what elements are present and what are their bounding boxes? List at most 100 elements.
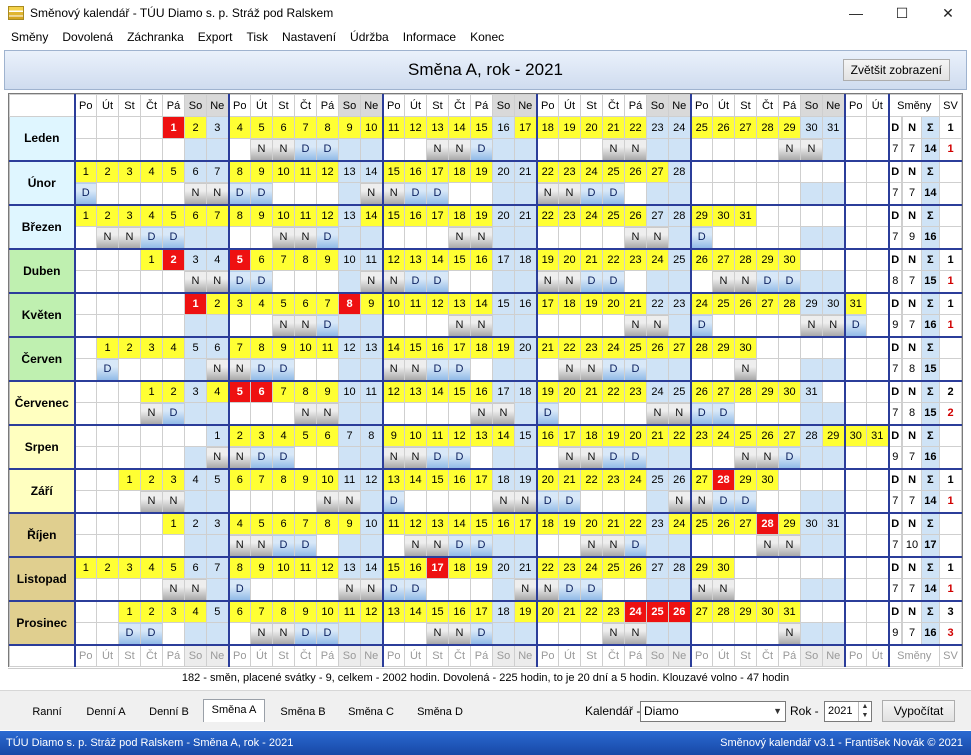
shift-cell[interactable]: N [646, 314, 669, 337]
day-cell[interactable]: 6 [250, 379, 273, 403]
day-cell[interactable]: 7 [272, 379, 295, 403]
shift-cell[interactable]: D [272, 358, 295, 381]
shift-cell[interactable] [778, 358, 801, 381]
day-cell[interactable]: 12 [426, 291, 449, 315]
shift-cell[interactable] [734, 534, 757, 557]
day-cell[interactable]: 4 [250, 291, 273, 315]
shift-cell[interactable]: N [272, 314, 295, 337]
shift-cell[interactable] [800, 402, 823, 425]
day-cell[interactable]: 24 [580, 159, 603, 183]
shift-cell[interactable] [96, 446, 119, 469]
shift-cell[interactable] [602, 402, 625, 425]
day-cell[interactable]: 26 [646, 335, 669, 359]
day-cell[interactable]: 5 [162, 555, 185, 579]
shift-cell[interactable]: N [558, 270, 581, 293]
shift-cell[interactable] [535, 446, 559, 469]
shift-cell[interactable] [162, 270, 185, 293]
day-cell[interactable]: 2 [184, 116, 207, 139]
day-cell[interactable]: 27 [646, 555, 669, 579]
shift-cell[interactable]: D [689, 226, 713, 249]
day-cell[interactable]: 28 [689, 335, 713, 359]
day-cell[interactable]: 20 [580, 116, 603, 139]
day-cell[interactable]: 7 [206, 159, 229, 183]
shift-cell[interactable] [580, 314, 603, 337]
day-cell[interactable]: 28 [778, 291, 801, 315]
day-cell[interactable] [843, 335, 867, 359]
day-cell[interactable]: 19 [470, 159, 493, 183]
shift-cell[interactable]: N [96, 226, 119, 249]
shift-cell[interactable] [316, 534, 339, 557]
shift-cell[interactable]: N [800, 314, 823, 337]
shift-cell[interactable] [294, 358, 317, 381]
day-cell[interactable]: 23 [558, 159, 581, 183]
day-cell[interactable]: 29 [734, 599, 757, 623]
day-cell[interactable]: 23 [558, 555, 581, 579]
day-cell[interactable]: 19 [558, 116, 581, 139]
shift-cell[interactable]: D [404, 270, 427, 293]
shift-cell[interactable]: N [514, 578, 537, 601]
day-cell[interactable]: 11 [294, 555, 317, 579]
shift-cell[interactable] [272, 182, 295, 205]
day-cell[interactable]: 8 [294, 247, 317, 271]
day-cell[interactable]: 28 [756, 511, 779, 535]
day-cell[interactable]: 4 [184, 467, 207, 491]
shift-cell[interactable]: N [426, 622, 449, 645]
day-cell[interactable] [843, 555, 867, 579]
shift-cell[interactable]: N [448, 226, 471, 249]
day-cell[interactable] [800, 467, 823, 491]
shift-cell[interactable] [360, 490, 383, 513]
shift-cell[interactable] [843, 622, 867, 645]
day-cell[interactable] [96, 511, 119, 535]
tab-denni-a[interactable]: Denní A [86, 706, 126, 718]
day-cell[interactable]: 30 [778, 247, 801, 271]
shift-cell[interactable]: D [404, 182, 427, 205]
day-cell[interactable]: 20 [558, 247, 581, 271]
shift-cell[interactable]: N [470, 314, 493, 337]
shift-cell[interactable]: N [140, 490, 163, 513]
day-cell[interactable]: 27 [712, 247, 735, 271]
day-cell[interactable]: 12 [404, 116, 427, 139]
day-cell[interactable]: 20 [558, 379, 581, 403]
shift-cell[interactable] [800, 446, 823, 469]
shift-cell[interactable]: D [580, 578, 603, 601]
day-cell[interactable]: 17 [470, 467, 493, 491]
maximize-button[interactable]: ☐ [895, 4, 909, 21]
shift-cell[interactable] [206, 138, 229, 161]
day-cell[interactable] [866, 247, 889, 271]
shift-cell[interactable] [448, 578, 471, 601]
day-cell[interactable]: 18 [558, 291, 581, 315]
day-cell[interactable]: 10 [338, 247, 361, 271]
day-cell[interactable] [822, 159, 845, 183]
day-cell[interactable]: 15 [426, 599, 449, 623]
day-cell[interactable]: 12 [316, 159, 339, 183]
shift-cell[interactable] [756, 622, 779, 645]
calculate-button[interactable]: Vypočítat [882, 700, 955, 722]
day-cell[interactable]: 15 [470, 116, 493, 139]
day-cell[interactable]: 4 [227, 511, 251, 535]
shift-cell[interactable] [492, 578, 515, 601]
day-cell[interactable]: 29 [800, 291, 823, 315]
day-cell[interactable] [800, 203, 823, 227]
day-cell[interactable]: 16 [404, 159, 427, 183]
shift-cell[interactable]: N [404, 358, 427, 381]
shift-cell[interactable] [272, 270, 295, 293]
day-cell[interactable] [734, 159, 757, 183]
menu-udrzba[interactable]: Údržba [350, 29, 389, 44]
day-cell[interactable]: 2 [206, 291, 229, 315]
shift-cell[interactable] [118, 270, 141, 293]
shift-cell[interactable]: N [778, 138, 801, 161]
day-cell[interactable]: 15 [470, 511, 493, 535]
shift-cell[interactable] [162, 314, 185, 337]
day-cell[interactable]: 18 [492, 467, 515, 491]
day-cell[interactable]: 14 [492, 423, 515, 447]
shift-cell[interactable] [734, 578, 757, 601]
day-cell[interactable]: 2 [140, 599, 163, 623]
day-cell[interactable]: 25 [668, 379, 691, 403]
shift-cell[interactable]: N [404, 446, 427, 469]
day-cell[interactable] [118, 423, 141, 447]
shift-cell[interactable] [689, 138, 713, 161]
day-cell[interactable] [866, 599, 889, 623]
day-cell[interactable]: 16 [426, 335, 449, 359]
shift-cell[interactable] [206, 534, 229, 557]
shift-cell[interactable] [404, 622, 427, 645]
